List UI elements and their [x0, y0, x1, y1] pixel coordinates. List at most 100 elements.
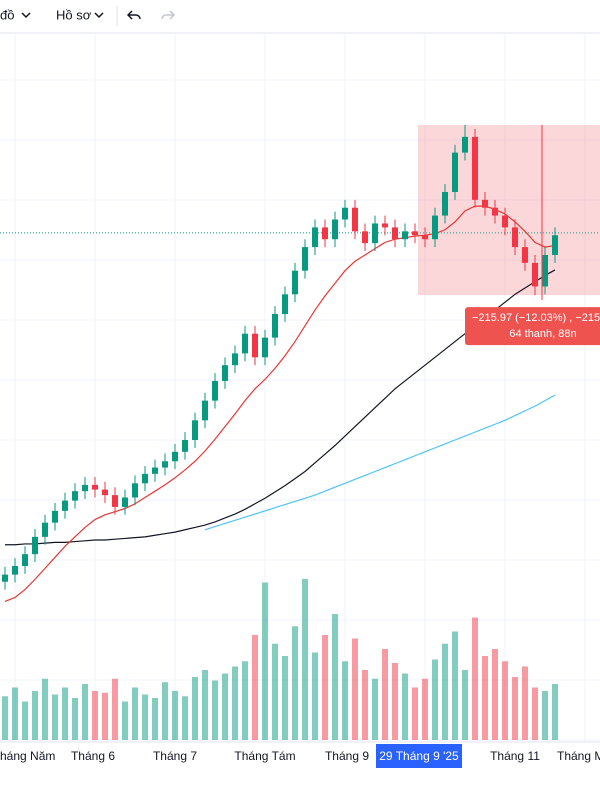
candle-body: [252, 333, 258, 358]
candle-body: [302, 247, 308, 271]
x-tick-label: 29 Tháng 9 '25: [379, 749, 459, 763]
candle-body: [432, 215, 438, 240]
volume-bar: [112, 678, 118, 740]
x-label-highlight: [376, 744, 462, 768]
volume-bar: [442, 643, 448, 740]
candle-body: [12, 565, 18, 575]
candle-body: [82, 484, 88, 492]
volume-bar: [232, 666, 238, 740]
volume-bar: [252, 635, 258, 740]
indicator-line: [204, 394, 556, 531]
volume-bar: [62, 687, 68, 740]
volume-bar: [122, 701, 128, 740]
candle-body: [392, 227, 398, 240]
volume-bar: [212, 680, 218, 740]
candle-body: [522, 247, 528, 263]
candle-body: [152, 467, 158, 474]
candle-body: [172, 451, 178, 462]
x-tick-label: Tháng Tám: [234, 749, 295, 763]
volume-bar: [472, 617, 478, 740]
candle-body: [472, 136, 478, 200]
candle-body: [372, 223, 378, 244]
chevron[interactable]: [94, 12, 104, 19]
candle-body: [122, 497, 128, 507]
candle-body: [552, 235, 558, 255]
volume-bar: [22, 701, 28, 740]
candle-body: [92, 484, 98, 490]
volume-bar: [412, 687, 418, 740]
volume-bar: [282, 656, 288, 740]
measure-box: [418, 125, 600, 296]
volume-bar: [312, 652, 318, 740]
candle-body: [412, 231, 418, 236]
volume-bar: [322, 635, 328, 740]
candle-body: [222, 365, 228, 381]
volume-bar: [12, 687, 18, 740]
volume-bar: [532, 687, 538, 740]
volume-bar: [522, 666, 528, 740]
volume-bar: [292, 626, 298, 740]
candle-body: [212, 380, 218, 401]
candle-body: [32, 536, 38, 555]
x-tick-label: Tháng 9: [325, 749, 369, 763]
undo[interactable]: [126, 10, 141, 20]
candle-body: [272, 314, 278, 338]
candle-body: [182, 440, 188, 452]
plot: −215.97 (−12.03%) , −215 64 thanh, 88n: [0, 125, 600, 740]
volume-bar: [272, 643, 278, 740]
candle-body: [452, 152, 458, 192]
candle-body: [512, 227, 518, 248]
candle-body: [492, 207, 498, 216]
volume-bar: [462, 670, 468, 740]
volume-bar: [512, 677, 518, 740]
candle-body: [262, 337, 268, 358]
volume-bar: [92, 691, 98, 740]
redo[interactable]: [161, 10, 176, 20]
candle-body: [422, 235, 428, 240]
volume-bar: [552, 684, 558, 740]
volume-bar: [202, 670, 208, 740]
volume-bar: [502, 661, 508, 740]
candle-body: [242, 333, 248, 354]
volume-bar: [402, 673, 408, 740]
volume-bar: [362, 670, 368, 740]
candle-body: [2, 574, 8, 582]
volume-bar: [132, 687, 138, 740]
toolbar-item[interactable]: đồ: [0, 7, 14, 22]
grid: [0, 34, 600, 742]
volume-bar: [52, 694, 58, 740]
volume-bar: [192, 677, 198, 740]
volume-bar: [422, 678, 428, 740]
candle-body: [362, 231, 368, 244]
x-tick-label: Tháng M: [557, 749, 600, 763]
toolbar: đồ Hồ sơ: [0, 6, 600, 34]
x-tick-label: háng Năm: [0, 749, 55, 763]
x-tick-label: Tháng 6: [71, 749, 115, 763]
volume-bar: [452, 631, 458, 740]
candle-body: [142, 473, 148, 484]
volume-bar: [102, 692, 108, 740]
volume-bar: [72, 698, 78, 740]
candle-body: [532, 262, 538, 287]
volume-bar: [332, 614, 338, 740]
candle-body: [162, 461, 168, 468]
volume-bar: [432, 659, 438, 740]
volume-bar: [492, 649, 498, 740]
candle-body: [112, 495, 118, 507]
chevron[interactable]: [21, 12, 31, 19]
volume-bar: [342, 661, 348, 740]
measure-sublabel: 64 thanh, 88n: [509, 328, 576, 340]
volume-bar: [392, 663, 398, 740]
volume-bar: [372, 678, 378, 740]
candle-body: [402, 231, 408, 240]
candle-body: [322, 227, 328, 240]
volume-bar: [542, 691, 548, 740]
volume-bar: [302, 579, 308, 740]
toolbar-item[interactable]: Hồ sơ: [56, 7, 92, 22]
x-tick-label: Tháng 7: [153, 749, 197, 763]
volume-bar: [182, 696, 188, 740]
volume-bar: [222, 673, 228, 740]
candle-body: [132, 483, 138, 498]
